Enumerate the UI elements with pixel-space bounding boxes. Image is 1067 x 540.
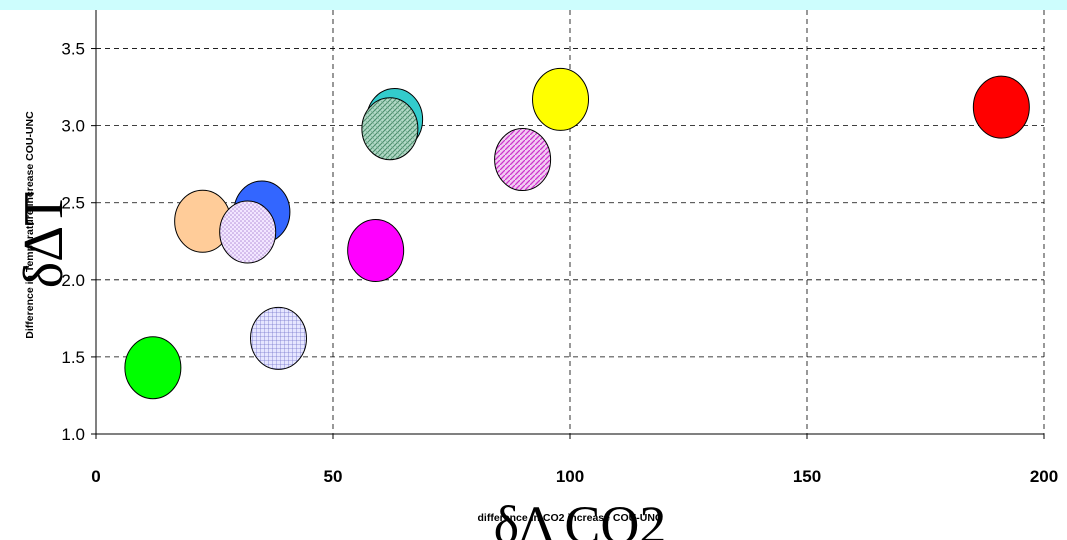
x-tick-label: 0 xyxy=(91,467,100,486)
x-tick-label: 150 xyxy=(793,467,821,486)
x-tick-label: 50 xyxy=(324,467,343,486)
data-point xyxy=(494,128,552,192)
y-axis-title: Difference in Temperature increase COU-U… xyxy=(24,111,36,339)
x-tick-label: 100 xyxy=(556,467,584,486)
x-axis-title: difference in CO2 increase COU-UNC xyxy=(478,512,663,524)
data-point xyxy=(249,306,307,370)
data-point xyxy=(219,200,277,264)
top-band xyxy=(0,0,1067,10)
data-point xyxy=(347,219,405,283)
data-point xyxy=(972,75,1030,139)
axes xyxy=(91,10,1045,439)
data-point xyxy=(124,336,182,400)
grid-lines xyxy=(96,10,1045,434)
y-tick-label: 2.5 xyxy=(61,194,85,213)
y-tick-label: 1.5 xyxy=(61,348,85,367)
overlay-y-symbol: δΔT xyxy=(13,192,75,289)
y-tick-label: 1.0 xyxy=(61,425,85,444)
tick-labels: 1.0 1.5 2.0 2.5 3.0 3.5 0 50 100 150 200 xyxy=(61,40,1058,486)
data-point xyxy=(532,67,590,131)
y-tick-label: 3.5 xyxy=(61,40,85,59)
data-points xyxy=(124,67,1030,400)
y-tick-label: 2.0 xyxy=(61,271,85,290)
x-tick-label: 200 xyxy=(1030,467,1058,486)
overlay-x-symbol: δΔ CO2 xyxy=(494,495,667,540)
y-tick-label: 3.0 xyxy=(61,117,85,136)
data-point xyxy=(361,97,419,161)
